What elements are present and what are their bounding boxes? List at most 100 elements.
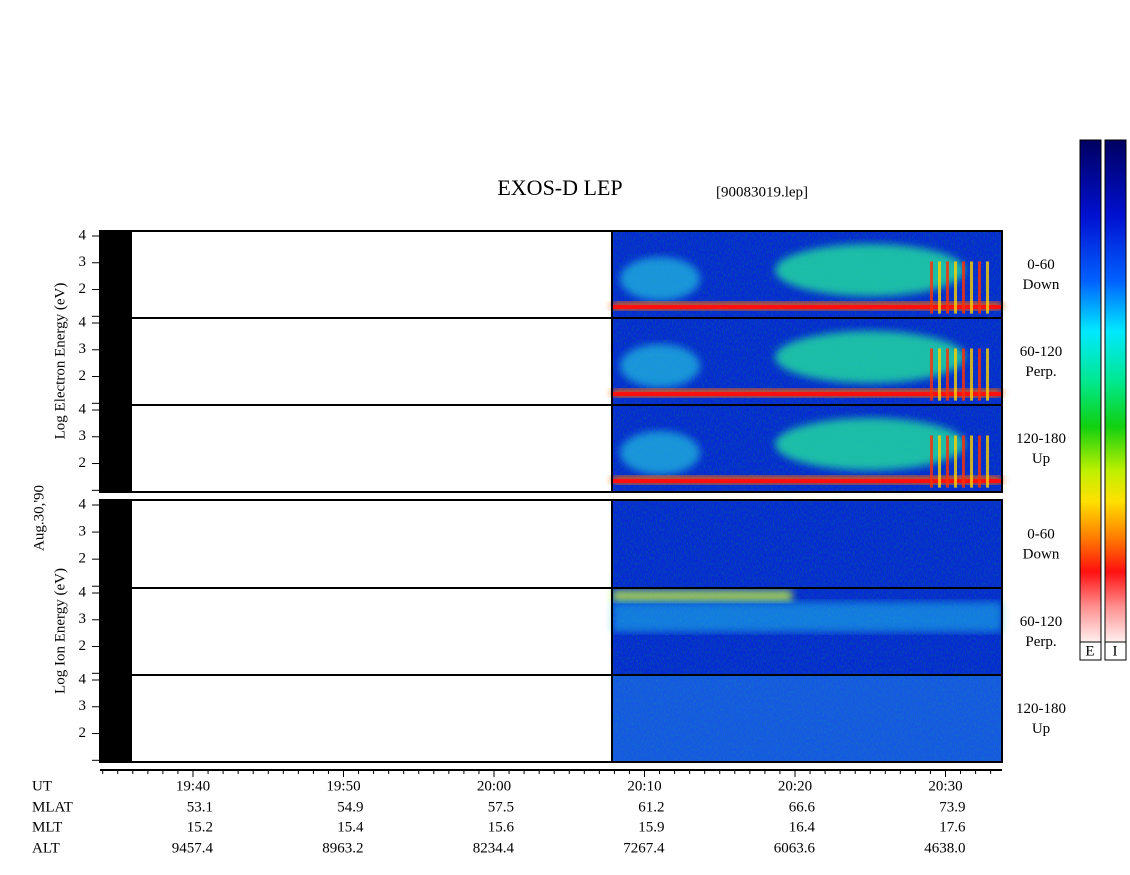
energy-tick-label: 2 [79, 551, 87, 567]
spectrogram-streak [978, 435, 981, 488]
time-label: 19:40 [176, 778, 210, 794]
colorbar-label-box [1079, 641, 1102, 661]
ephemeris-value: 66.6 [789, 799, 816, 815]
ephemeris-value: 17.6 [939, 819, 966, 835]
spectrogram-streak [946, 348, 949, 401]
colorbar [1079, 139, 1102, 643]
spectrogram-streak [962, 435, 965, 488]
spectrogram-streak [978, 348, 981, 401]
no-data [100, 500, 132, 762]
energy-tick-label: 3 [79, 611, 87, 627]
spectrogram-streak [954, 261, 957, 314]
ephemeris-value: 15.2 [187, 819, 213, 835]
ion-axis-label: Log Ion Energy (eV) [52, 568, 68, 694]
no-data [100, 231, 132, 492]
energy-tick-label: 2 [79, 638, 87, 654]
row-label: MLT [32, 819, 62, 835]
energy-tick-label: 3 [79, 254, 87, 270]
spectrogram-band [612, 479, 1002, 483]
energy-tick-label: 4 [79, 584, 87, 600]
spectrogram-streak [946, 435, 949, 488]
ephemeris-value: 73.9 [939, 799, 965, 815]
ephemeris-value: 54.9 [337, 799, 363, 815]
energy-tick-label: 3 [79, 341, 87, 357]
energy-tick-label: 2 [79, 368, 87, 384]
energy-tick-label: 4 [79, 314, 87, 330]
spectrogram-streak [938, 348, 941, 401]
spectrogram-feature [775, 244, 965, 297]
ephemeris-value: 53.1 [187, 799, 213, 815]
colorbar [1104, 139, 1127, 643]
data-gap [132, 500, 612, 762]
spectrogram-noise [612, 500, 1002, 588]
spectrogram-streak [986, 348, 989, 401]
spectrogram-feature [620, 431, 700, 475]
panel-label: 60-120 [1020, 614, 1063, 630]
energy-tick-label: 2 [79, 455, 87, 471]
colorbar-label-box [1104, 641, 1127, 661]
spectrogram-streak [962, 261, 965, 314]
energy-tick-label: 4 [79, 496, 87, 512]
spectrogram-noise [612, 675, 1002, 762]
title: EXOS-D LEP [497, 175, 622, 200]
ephemeris-value: 4638.0 [924, 840, 965, 856]
spectrogram-feature [620, 257, 700, 301]
panel-label: Up [1032, 721, 1050, 737]
spectrogram-streak [954, 348, 957, 401]
ephemeris-value: 15.4 [337, 819, 364, 835]
panel-label: Down [1023, 277, 1060, 293]
spectrogram-streak [930, 348, 933, 401]
spectrogram-band [612, 602, 1002, 632]
panel-label: 120-180 [1016, 431, 1066, 447]
panel-label: 120-180 [1016, 701, 1066, 717]
spectrogram-feature [620, 344, 700, 388]
spectrogram-band [612, 392, 1002, 396]
time-label: 20:00 [477, 778, 511, 794]
ephemeris-value: 8234.4 [473, 840, 515, 856]
spectrogram-streak [954, 435, 957, 488]
energy-tick-label: 2 [79, 281, 87, 297]
spectrogram-band [612, 590, 792, 602]
ephemeris-value: 61.2 [638, 799, 664, 815]
spectrogram-feature [775, 418, 965, 471]
energy-tick-label: 4 [79, 671, 87, 687]
panel-label: 0-60 [1027, 527, 1055, 543]
spectrogram-streak [962, 348, 965, 401]
row-label: MLAT [32, 799, 73, 815]
row-label: ALT [32, 840, 60, 856]
ephemeris-value: 7267.4 [623, 840, 665, 856]
panel-label: 60-120 [1020, 344, 1063, 360]
energy-tick-label: 3 [79, 698, 87, 714]
time-label: 20:20 [778, 778, 812, 794]
time-label: 19:50 [326, 778, 360, 794]
spectrogram-streak [986, 261, 989, 314]
spectrogram-band [612, 675, 1002, 762]
spectrogram-streak [970, 261, 973, 314]
spectrogram-streak [930, 435, 933, 488]
spectrogram-streak [978, 261, 981, 314]
panel-label: Perp. [1025, 634, 1056, 650]
spectrogram-streak [938, 435, 941, 488]
time-label: 20:10 [627, 778, 661, 794]
energy-tick-label: 3 [79, 524, 87, 540]
spectrogram-streak [986, 435, 989, 488]
spectrogram-streak [970, 348, 973, 401]
spectrogram-streak [938, 261, 941, 314]
energy-tick-label: 4 [79, 227, 87, 243]
ephemeris-value: 57.5 [488, 799, 514, 815]
spectrogram-band [612, 305, 1002, 309]
spectrogram-streak [946, 261, 949, 314]
ephemeris-value: 9457.4 [172, 840, 214, 856]
colorbar-label: E [1085, 643, 1094, 659]
ephemeris-value: 16.4 [789, 819, 816, 835]
time-label: 20:30 [928, 778, 962, 794]
panel-label: Down [1023, 547, 1060, 563]
panel-label: 0-60 [1027, 257, 1055, 273]
data-gap [132, 231, 612, 492]
ephemeris-value: 6063.6 [774, 840, 816, 856]
panel-label: Up [1032, 451, 1050, 467]
spectrogram-streak [970, 435, 973, 488]
row-label: UT [32, 778, 52, 794]
ephemeris-value: 15.6 [488, 819, 515, 835]
